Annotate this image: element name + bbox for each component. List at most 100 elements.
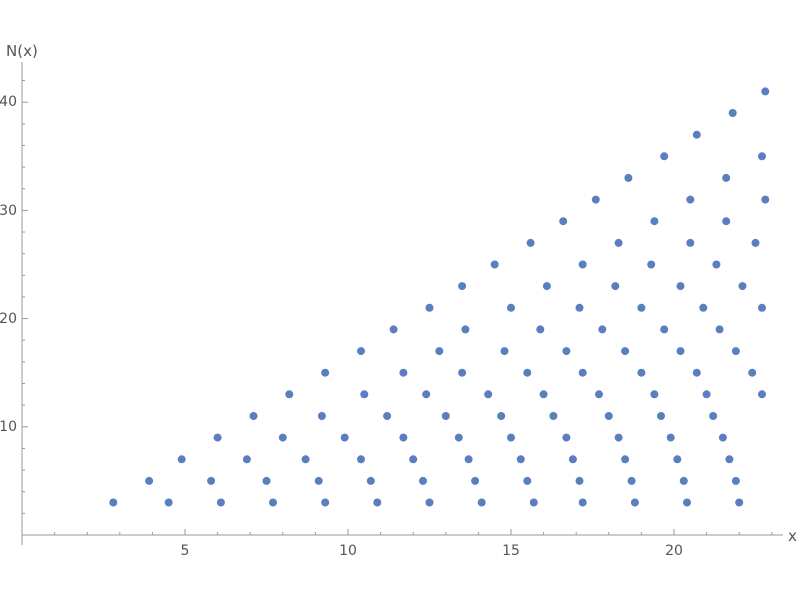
data-point <box>278 433 287 442</box>
data-point <box>435 347 444 356</box>
data-point <box>422 390 431 399</box>
data-point <box>409 455 418 464</box>
data-point <box>523 476 532 485</box>
y-tick-label-30: 30 <box>0 203 17 219</box>
data-point <box>301 455 310 464</box>
data-point <box>657 412 665 420</box>
y-tick-label-20: 20 <box>0 311 17 327</box>
data-point <box>722 217 731 226</box>
data-point <box>373 498 382 507</box>
data-point <box>484 390 493 399</box>
data-point <box>249 412 258 420</box>
data-point <box>715 325 724 334</box>
data-point <box>725 455 734 464</box>
data-point <box>686 195 695 204</box>
data-point <box>722 173 731 182</box>
data-point <box>461 325 470 334</box>
data-point <box>676 282 685 291</box>
data-point <box>559 217 568 226</box>
data-point <box>578 498 587 507</box>
data-point <box>464 455 473 464</box>
data-point <box>738 282 747 291</box>
data-point <box>216 498 225 507</box>
data-point <box>145 476 154 485</box>
data-point <box>761 195 770 204</box>
data-point <box>575 303 584 312</box>
data-point <box>164 498 173 507</box>
data-point <box>458 368 467 377</box>
data-point <box>490 260 499 269</box>
data-point <box>542 282 551 291</box>
data-point <box>614 433 623 442</box>
data-point <box>692 130 701 139</box>
data-point <box>516 455 525 464</box>
y-axis-label: N(x) <box>6 42 38 60</box>
data-point <box>731 476 740 485</box>
data-point <box>383 412 392 420</box>
data-point <box>627 476 636 485</box>
data-point <box>526 238 535 247</box>
y-ticks <box>22 80 28 514</box>
data-point <box>578 260 587 269</box>
data-point <box>213 433 222 442</box>
data-point <box>109 498 118 507</box>
data-point <box>317 412 326 420</box>
data-point <box>242 455 251 464</box>
data-point <box>321 498 330 507</box>
data-point <box>425 498 434 507</box>
data-point <box>595 390 603 399</box>
data-point <box>454 433 463 442</box>
data-points <box>109 87 770 507</box>
data-point <box>536 325 545 334</box>
data-point <box>497 412 506 420</box>
data-point <box>748 368 757 377</box>
data-point <box>441 412 450 420</box>
data-point <box>477 498 486 507</box>
data-point <box>177 455 186 464</box>
data-point <box>709 412 718 420</box>
data-point <box>562 433 571 442</box>
x-ticks <box>54 529 773 535</box>
data-point <box>673 455 682 464</box>
data-point <box>399 368 408 377</box>
y-tick-label-40: 40 <box>0 94 17 110</box>
data-point <box>523 368 532 377</box>
data-point <box>314 476 323 485</box>
data-point <box>575 476 584 485</box>
data-point <box>562 347 571 356</box>
data-point <box>614 238 623 247</box>
data-point <box>660 325 669 334</box>
data-point <box>758 303 766 312</box>
data-point <box>529 498 538 507</box>
data-point <box>568 455 577 464</box>
data-point <box>647 260 656 269</box>
data-point <box>500 347 509 356</box>
data-point <box>598 325 607 334</box>
x-tick-label-10: 10 <box>339 543 357 559</box>
data-point <box>735 498 744 507</box>
data-point <box>285 390 294 399</box>
data-point <box>458 282 467 291</box>
x-tick-label-5: 5 <box>181 543 190 559</box>
data-point <box>399 433 408 442</box>
data-point <box>758 152 766 161</box>
data-point <box>471 476 480 485</box>
data-point <box>621 455 630 464</box>
data-point <box>650 390 659 399</box>
data-point <box>539 390 548 399</box>
data-point <box>692 368 701 377</box>
data-point <box>637 303 646 312</box>
data-point <box>761 87 770 96</box>
y-tick-label-10: 10 <box>0 419 17 435</box>
data-point <box>549 412 558 420</box>
data-point <box>357 455 365 464</box>
data-point <box>269 498 277 507</box>
data-point <box>660 152 669 161</box>
data-point <box>357 347 365 356</box>
data-point <box>699 303 708 312</box>
data-point <box>507 303 515 312</box>
data-point <box>728 109 737 117</box>
data-point <box>578 368 587 377</box>
x-tick-label-20: 20 <box>665 543 683 559</box>
